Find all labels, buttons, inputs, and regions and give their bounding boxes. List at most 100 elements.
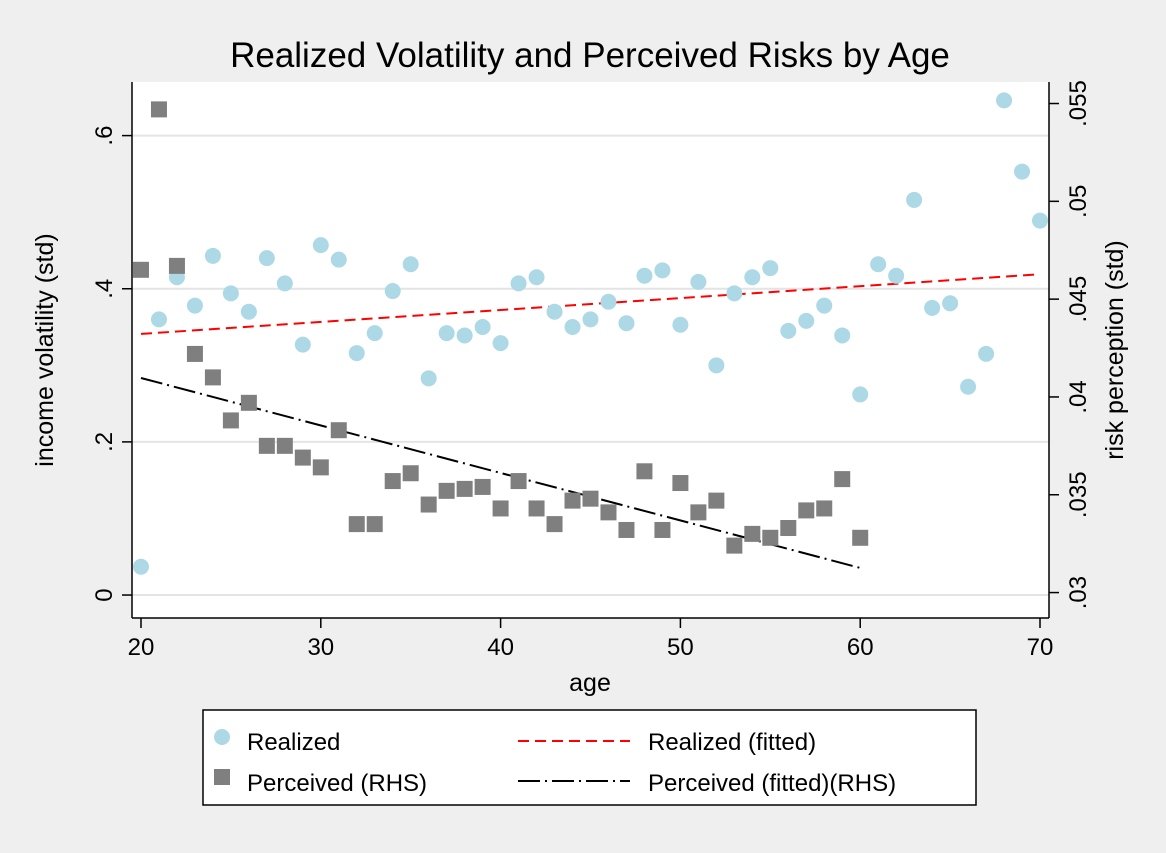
y2-tick-label: .05 [1065, 185, 1092, 218]
realized-point [870, 256, 887, 273]
realized-point [258, 250, 275, 267]
legend-marker-perceived [214, 769, 230, 785]
perceived-point [600, 504, 617, 521]
y2-tick-label: .04 [1065, 380, 1092, 413]
perceived-point [636, 463, 653, 480]
realized-point [690, 273, 707, 290]
perceived-point [330, 422, 347, 439]
perceived-point [456, 480, 473, 497]
realized-point [294, 336, 311, 353]
perceived-point [654, 521, 671, 538]
realized-point [726, 285, 743, 302]
perceived-point [744, 525, 761, 542]
legend-label-realized-fitted: Realized (fitted) [648, 729, 816, 756]
perceived-point [852, 529, 869, 546]
realized-point [528, 269, 545, 286]
realized-point [384, 283, 401, 300]
realized-point [510, 275, 527, 292]
perceived-point [294, 449, 311, 466]
perceived-point [168, 257, 185, 274]
realized-point [276, 275, 293, 292]
realized-point [132, 558, 149, 575]
realized-point [1032, 212, 1049, 229]
fitted-lines [140, 273, 1041, 569]
realized-point [762, 260, 779, 277]
axes: 20 30 40 50 60 70 0 .2 .4 .6 .03 .035 .04 .045 .05 .055 [91, 80, 1092, 661]
y-tick-label: 0 [91, 588, 118, 601]
perceived-point [618, 521, 635, 538]
y2-axis-label: risk perception (std) [1101, 240, 1129, 460]
y2-tick-label: .055 [1065, 80, 1092, 127]
perceived-point [204, 369, 221, 386]
realized-point [546, 303, 563, 320]
realized-point [240, 303, 257, 320]
perceived-point [276, 437, 293, 454]
x-tick-label: 60 [847, 634, 874, 661]
realized-point [492, 335, 509, 352]
realized-point [798, 312, 815, 329]
realized-point [402, 256, 419, 273]
realized-point [582, 311, 599, 328]
realized-point [438, 325, 455, 342]
realized-point [906, 191, 923, 208]
realized-point [330, 251, 347, 268]
perceived-point [726, 537, 743, 554]
perceived-point [240, 394, 257, 411]
realized-point [150, 311, 167, 328]
perceived-point [474, 478, 491, 495]
realized-point [708, 357, 725, 374]
perceived-point [384, 473, 401, 490]
realized-point [1014, 163, 1031, 180]
x-tick-label: 40 [487, 634, 514, 661]
perceived-point [420, 496, 437, 513]
perceived-point [402, 465, 419, 482]
perceived-point [816, 500, 833, 517]
realized-point [618, 315, 635, 332]
realized-point [744, 269, 761, 286]
legend-label-realized: Realized [247, 729, 340, 756]
realized-point [564, 319, 581, 336]
realized-point [996, 92, 1013, 109]
legend-label-perceived-fitted: Perceived (fitted)(RHS) [648, 770, 896, 797]
perceived-point [564, 492, 581, 509]
realized-point [366, 325, 383, 342]
realized-point [834, 327, 851, 344]
realized-point [816, 297, 833, 314]
realized-point [474, 319, 491, 336]
y-tick-label: .2 [91, 432, 118, 452]
legend-label-perceived: Perceived (RHS) [247, 770, 427, 797]
perceived-point [312, 459, 329, 476]
y2-tick-label: .035 [1065, 471, 1092, 518]
realized-point [636, 267, 653, 284]
realized-point [960, 378, 977, 395]
data-points [132, 92, 1049, 575]
realized-point [420, 370, 437, 387]
realized-point [924, 299, 941, 316]
perceived-point [186, 345, 203, 362]
realized-point [780, 322, 797, 339]
perceived-point [834, 471, 851, 488]
y-axis-label: income volatility (std) [31, 233, 59, 466]
perceived-point [672, 475, 689, 492]
perceived-point [798, 502, 815, 519]
x-tick-label: 20 [128, 634, 155, 661]
legend-box [202, 709, 977, 806]
y2-tick-label: .045 [1065, 276, 1092, 323]
perceived-point [510, 473, 527, 490]
perceived-point [690, 504, 707, 521]
perceived-point [132, 261, 149, 278]
perceived-fitted-line [140, 377, 861, 569]
plot-area [132, 82, 1049, 618]
perceived-point [150, 101, 167, 118]
x-tick-label: 30 [307, 634, 334, 661]
legend-marker-realized [214, 729, 230, 745]
perceived-point [258, 437, 275, 454]
perceived-point [528, 500, 545, 517]
realized-point [978, 345, 995, 362]
perceived-point [708, 492, 725, 509]
perceived-point [582, 490, 599, 507]
realized-point [222, 285, 239, 302]
x-tick-label: 70 [1027, 634, 1054, 661]
y-tick-label: .4 [91, 279, 118, 299]
